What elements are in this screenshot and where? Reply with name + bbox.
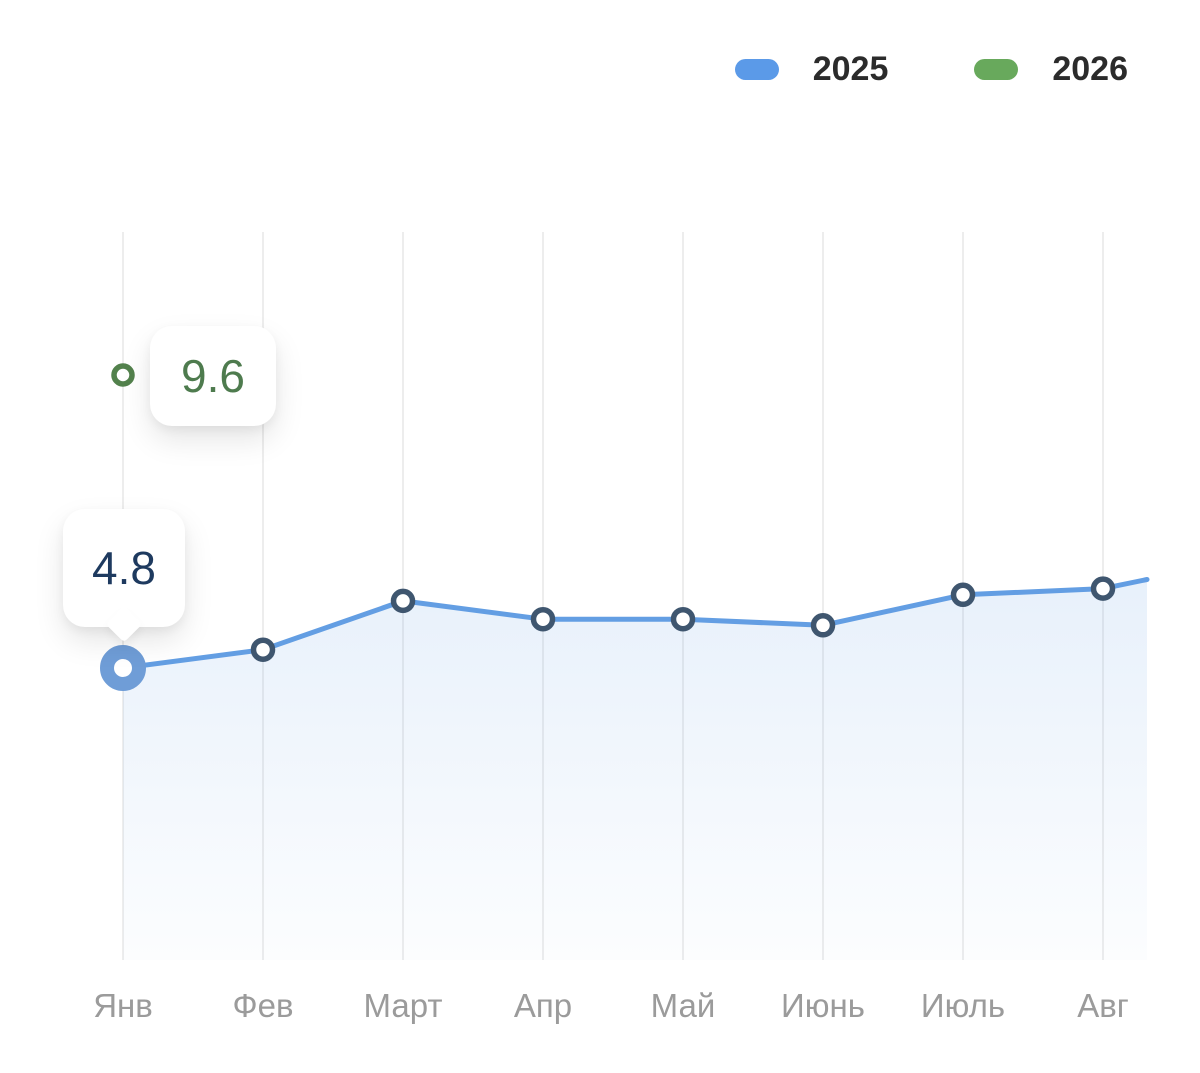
data-point-2025-0-active[interactable]	[100, 645, 146, 691]
tooltip-2025-jan: 4.8	[63, 509, 185, 643]
data-point-2025-7[interactable]	[1090, 576, 1116, 601]
tooltip-2026-jan: 9.6	[150, 326, 276, 426]
x-axis-label-8: Авг	[1077, 987, 1129, 1024]
x-axis-label-2: Фев	[232, 987, 294, 1024]
data-point-2026-0[interactable]	[111, 363, 135, 387]
data-point-2025-4[interactable]	[670, 606, 696, 632]
legend: 2025 2026	[734, 50, 1128, 88]
tooltip-2025-value: 4.8	[92, 542, 156, 594]
data-point-2025-3[interactable]	[530, 606, 556, 632]
legend-swatch-2026	[974, 58, 1019, 80]
x-axis-label-7: Июль	[920, 987, 1006, 1024]
x-axis-label-3: Март	[363, 987, 443, 1024]
data-point-2025-6[interactable]	[950, 582, 976, 608]
legend-label-2025: 2025	[812, 50, 889, 88]
x-axis-label-6: Июнь	[781, 987, 865, 1024]
data-point-2025-5[interactable]	[810, 613, 836, 638]
x-axis-label-5: Май	[650, 987, 716, 1024]
x-axis-label-4: Апр	[513, 987, 573, 1024]
data-point-2025-1[interactable]	[250, 637, 276, 662]
series-2025-area	[123, 579, 1147, 960]
legend-label-2026: 2026	[1052, 50, 1128, 88]
tooltip-2026-value: 9.6	[181, 350, 245, 402]
x-axis-label-1: Янв	[93, 987, 153, 1024]
legend-item-2026[interactable]: 2026	[974, 52, 1128, 86]
legend-item-2025[interactable]: 2025	[734, 50, 889, 88]
legend-swatch-2025	[734, 58, 779, 80]
data-point-2025-2[interactable]	[390, 588, 416, 614]
